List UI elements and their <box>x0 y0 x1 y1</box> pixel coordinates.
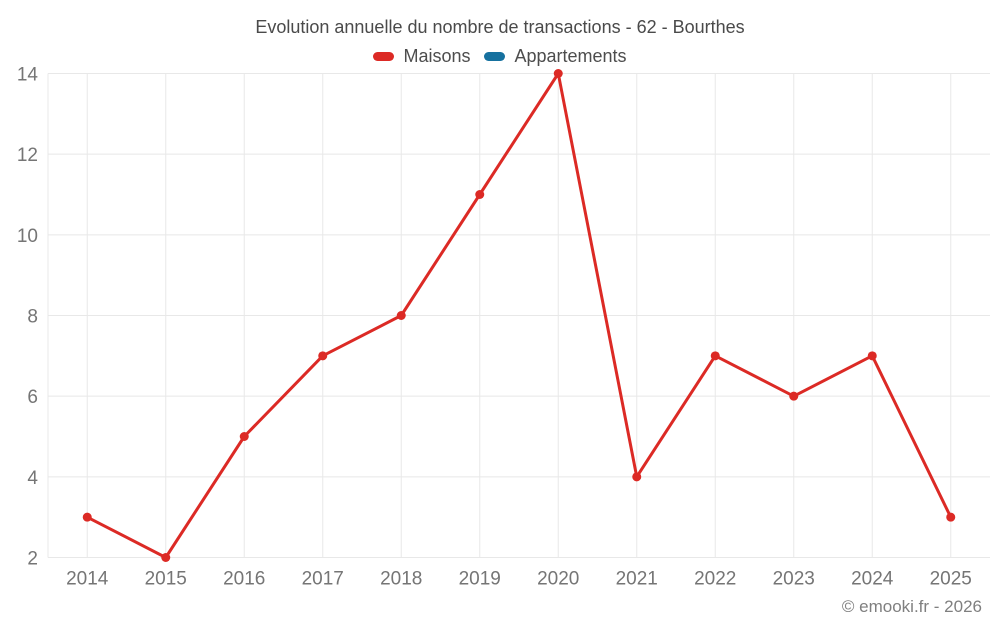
x-tick-label: 2017 <box>302 569 344 590</box>
data-point-marker[interactable] <box>946 512 956 522</box>
data-point-marker[interactable] <box>396 311 406 320</box>
chart-title: Evolution annuelle du nombre de transact… <box>255 17 745 37</box>
x-tick-label: 2023 <box>773 569 815 590</box>
data-point-marker[interactable] <box>632 472 642 482</box>
y-tick-label: 10 <box>17 226 38 247</box>
x-tick-label: 2019 <box>459 569 501 590</box>
data-point-marker[interactable] <box>239 432 249 441</box>
data-point-marker[interactable] <box>475 190 485 199</box>
y-tick-label: 4 <box>27 468 38 489</box>
legend-item-maisons[interactable]: Maisons <box>373 46 470 67</box>
data-point-marker[interactable] <box>318 351 328 361</box>
x-tick-label: 2018 <box>380 569 422 590</box>
x-tick-label: 2022 <box>694 569 736 590</box>
x-tick-label: 2015 <box>145 569 187 590</box>
legend-item-appartements[interactable]: Appartements <box>484 46 627 67</box>
series-line <box>85 72 953 559</box>
y-tick-label: 6 <box>27 387 38 408</box>
maisons-series-swatch-icon <box>373 52 395 61</box>
x-tick-label: 2014 <box>66 569 109 590</box>
data-point-marker[interactable] <box>867 351 877 361</box>
y-tick-label: 2 <box>27 549 38 570</box>
x-tick-label: 2024 <box>851 569 894 590</box>
y-tick-label: 12 <box>17 145 38 166</box>
copyright: © emooki.fr - 2026 <box>841 597 982 616</box>
data-point-marker[interactable] <box>161 553 171 562</box>
x-tick-label: 2020 <box>537 569 579 590</box>
data-point-marker[interactable] <box>82 512 92 522</box>
appartements-series-swatch-icon <box>484 52 506 61</box>
data-point-marker[interactable] <box>710 351 720 361</box>
x-tick-label: 2025 <box>930 569 972 590</box>
y-tick-label: 14 <box>17 65 39 86</box>
legend-label-maisons: Maisons <box>403 46 471 66</box>
x-tick-label: 2016 <box>223 569 265 590</box>
legend: Maisons Appartements <box>0 46 1000 67</box>
data-point-marker[interactable] <box>789 391 799 401</box>
y-tick-label: 8 <box>27 307 38 328</box>
legend-label-appartements: Appartements <box>514 46 627 66</box>
data-point-marker[interactable] <box>553 69 563 78</box>
x-tick-label: 2021 <box>616 569 658 590</box>
